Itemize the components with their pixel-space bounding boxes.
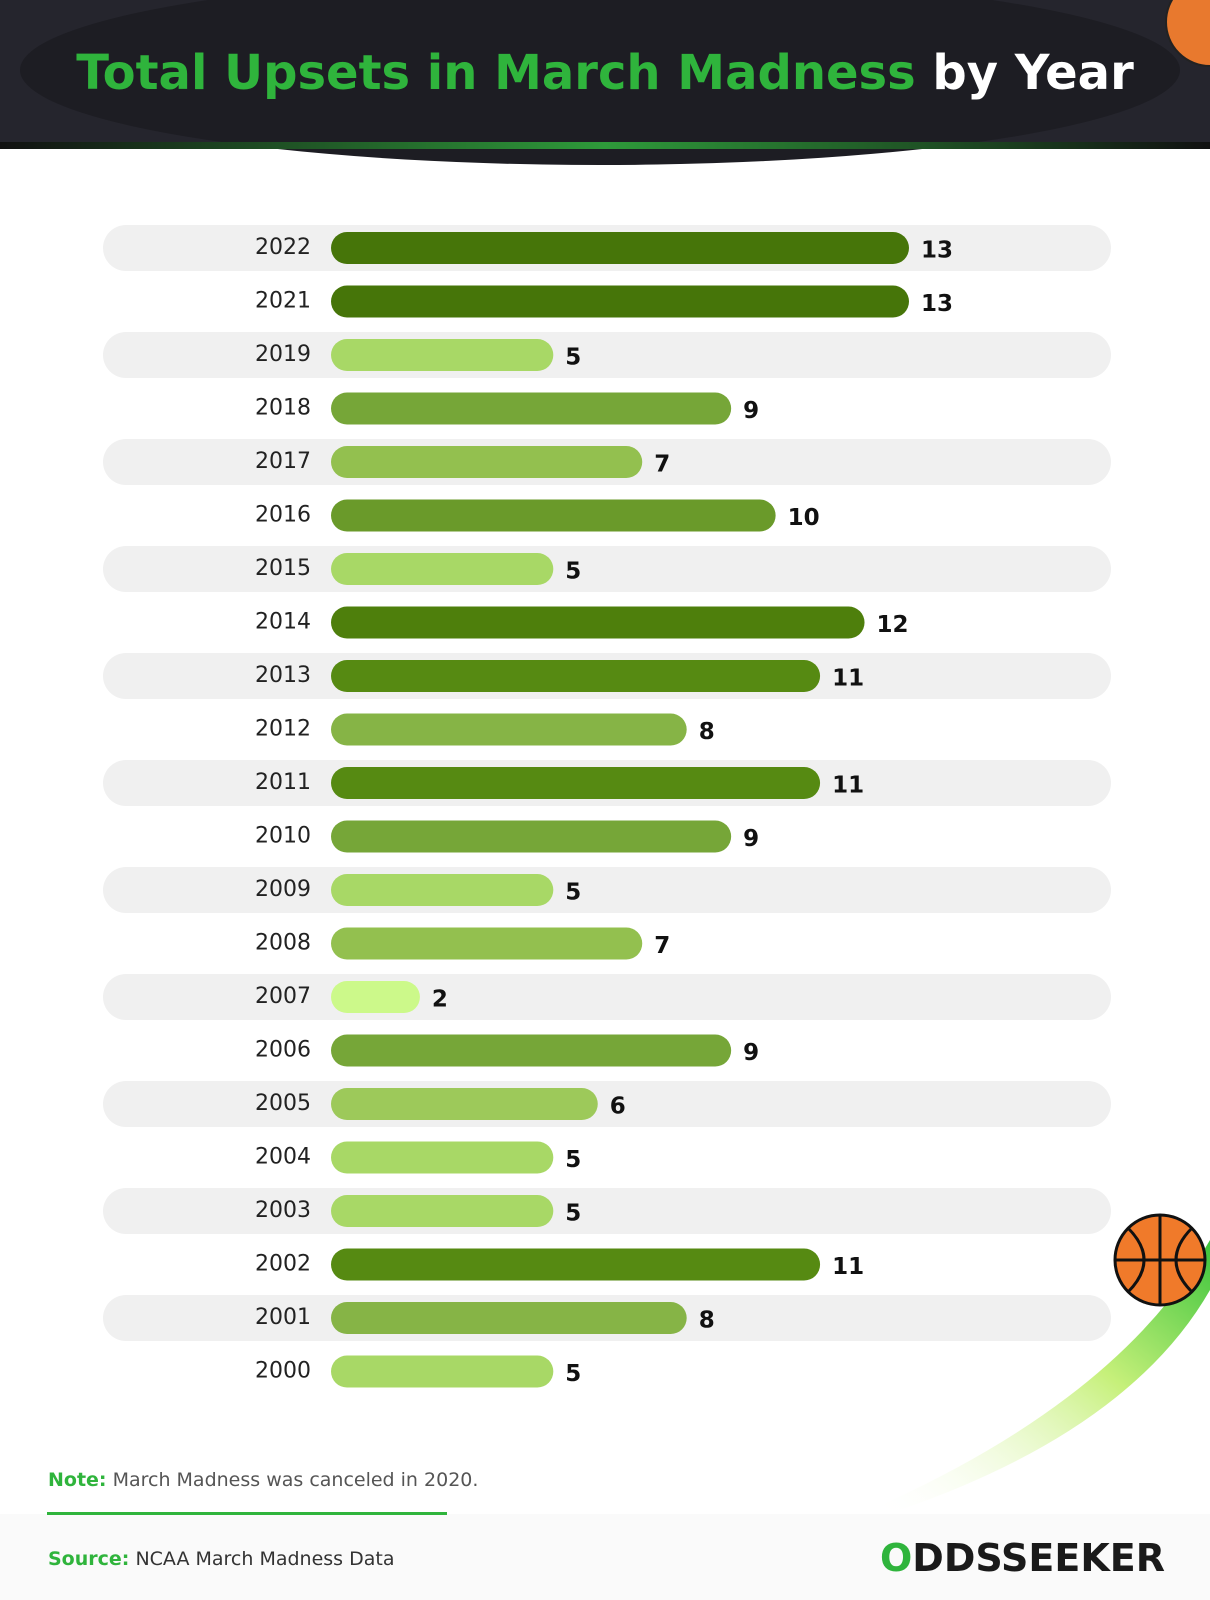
chart-title: Total Upsets in March Madness by Year (76, 45, 1134, 101)
bar (331, 499, 776, 532)
y-tick-label: 2010 (255, 824, 311, 849)
bar (331, 1141, 554, 1174)
value-label: 13 (921, 238, 953, 264)
bar (331, 927, 643, 960)
value-label: 7 (654, 933, 670, 959)
y-tick-label: 2001 (255, 1305, 311, 1330)
value-label: 5 (565, 1147, 581, 1173)
bar (331, 1195, 554, 1227)
bar (331, 285, 909, 318)
y-tick-label: 2003 (255, 1198, 311, 1223)
y-tick-label: 2022 (255, 235, 311, 260)
bar (331, 1355, 554, 1388)
value-label: 9 (743, 398, 759, 424)
value-label: 5 (565, 880, 581, 906)
bar (331, 392, 732, 425)
value-label: 11 (832, 666, 864, 692)
y-tick-label: 2009 (255, 877, 311, 902)
bar (331, 713, 687, 746)
value-label: 9 (743, 1040, 759, 1066)
title-rest: by Year (932, 45, 1134, 101)
value-label: 5 (565, 345, 581, 371)
y-tick-label: 2019 (255, 342, 311, 367)
bar (331, 767, 821, 799)
value-label: 8 (699, 719, 715, 745)
header-line (0, 142, 1210, 149)
value-label: 5 (565, 1361, 581, 1387)
bar (331, 981, 420, 1013)
value-label: 2 (432, 987, 448, 1013)
y-tick-label: 2021 (255, 289, 311, 314)
y-tick-label: 2014 (255, 610, 311, 635)
header-deco (20, 0, 1180, 165)
bar (331, 1302, 687, 1334)
value-label: 11 (832, 1254, 864, 1280)
bar (331, 339, 554, 371)
value-label: 13 (921, 291, 953, 317)
bar (331, 1248, 821, 1281)
y-tick-label: 2007 (255, 984, 311, 1009)
y-tick-label: 2008 (255, 931, 311, 956)
bar (331, 874, 554, 906)
y-tick-label: 2005 (255, 1091, 311, 1116)
bar (331, 446, 643, 478)
ball-deco (1165, 0, 1210, 67)
value-label: 9 (743, 826, 759, 852)
source-label: Source: (48, 1548, 129, 1570)
ball-deco (1113, 1213, 1207, 1307)
bar (331, 553, 554, 585)
value-label: 8 (699, 1308, 715, 1334)
y-tick-label: 2002 (255, 1252, 311, 1277)
y-tick-label: 2000 (255, 1359, 311, 1384)
y-tick-label: 2015 (255, 556, 311, 581)
value-label: 12 (877, 612, 909, 638)
y-tick-label: 2004 (255, 1145, 311, 1170)
source-text: NCAA March Madness Data (135, 1548, 394, 1570)
value-label: 5 (565, 559, 581, 585)
bar (331, 232, 909, 264)
rows: 2022 13 2021 13 2019 5 2018 9 2017 7 2016 10 2015 5 20… (103, 225, 1111, 1388)
bar (331, 1088, 598, 1120)
source: Source: NCAA March Madness Data (48, 1548, 394, 1570)
y-tick-label: 2018 (255, 396, 311, 421)
y-tick-label: 2011 (255, 770, 311, 795)
y-tick-label: 2013 (255, 663, 311, 688)
footer-line (47, 1512, 447, 1515)
bar (331, 606, 865, 639)
bar (331, 1034, 732, 1067)
y-tick-label: 2006 (255, 1038, 311, 1063)
bar (331, 660, 821, 692)
title-highlight: Total Upsets in March Madness (76, 45, 915, 101)
footer-bg (0, 1514, 1210, 1600)
value-label: 7 (654, 452, 670, 478)
y-tick-label: 2017 (255, 449, 311, 474)
value-label: 11 (832, 773, 864, 799)
note-text: March Madness was canceled in 2020. (113, 1469, 479, 1491)
value-label: 10 (788, 505, 820, 531)
logo: ODDSSEEKER (880, 1536, 1165, 1580)
y-tick-label: 2016 (255, 503, 311, 528)
y-tick-label: 2012 (255, 717, 311, 742)
value-label: 6 (610, 1094, 626, 1120)
bar (331, 820, 732, 853)
value-label: 5 (565, 1201, 581, 1227)
note-label: Note: (48, 1469, 107, 1491)
note: Note: March Madness was canceled in 2020… (48, 1469, 478, 1491)
